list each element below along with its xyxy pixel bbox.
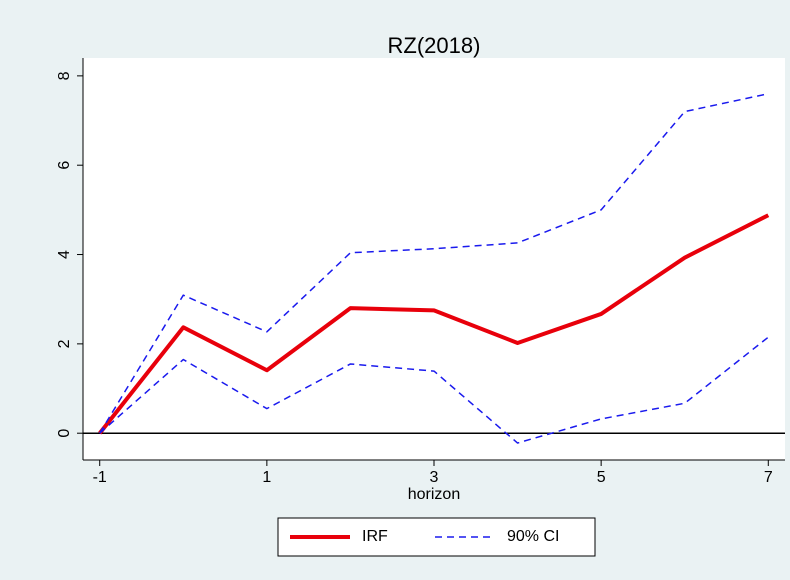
line [98,213,770,435]
x-tick-label: -1 [93,469,107,486]
ci-line [99,336,769,444]
x-axis-label: horizon [408,486,460,503]
chart-title: RZ(2018) [388,33,481,58]
y-tick-label: 0 [56,429,73,438]
y-tick-label: 2 [56,339,73,348]
x-tick-label: 5 [597,469,606,486]
plot-area [83,58,785,460]
x-tick-label: 7 [764,469,773,486]
legend-label: IRF [362,528,388,545]
legend-label: 90% CI [507,528,559,545]
y-tick-label: 4 [56,250,73,259]
x-tick-label: 1 [262,469,271,486]
y-tick-label: 6 [56,161,73,170]
ci-line [99,92,769,434]
x-tick-label: 3 [430,469,439,486]
y-tick-label: 8 [56,71,73,80]
